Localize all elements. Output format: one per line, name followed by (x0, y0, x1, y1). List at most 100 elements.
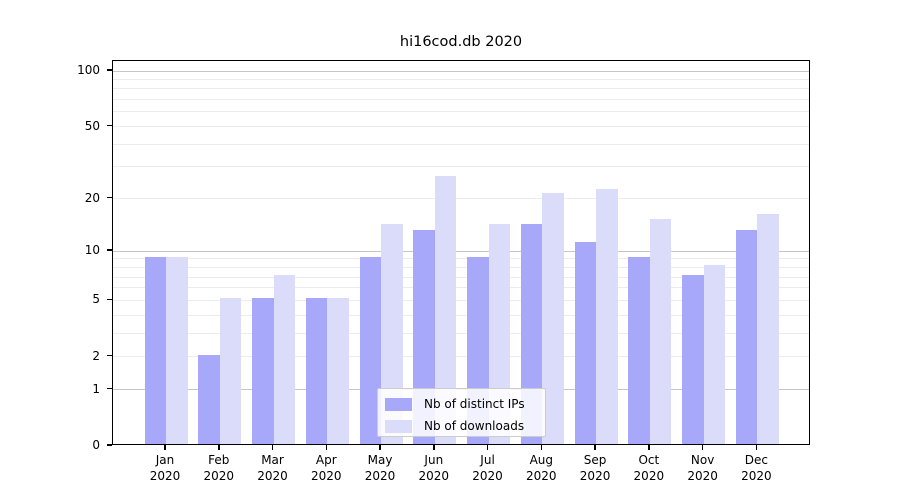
x-tick-mark (325, 445, 328, 450)
x-tick-label: Jan 2020 (137, 452, 193, 484)
x-tick-mark (486, 445, 489, 450)
legend-item-downloads: Nb of downloads (385, 416, 524, 436)
x-tick-month: Nov (690, 453, 715, 467)
plot-area (112, 60, 810, 445)
x-tick-label: Sep 2020 (567, 452, 623, 484)
minor-gridline (113, 78, 809, 80)
minor-gridline (113, 143, 809, 145)
minor-gridline (113, 299, 809, 301)
minor-gridline (113, 126, 809, 128)
legend-swatch-distinct-ips (385, 397, 412, 411)
minor-gridline (113, 166, 809, 168)
x-tick-year: 2020 (526, 469, 557, 483)
y-tick-mark (107, 196, 112, 199)
bar-nov-ips (682, 275, 704, 444)
y-tick-label: 2 (92, 348, 100, 363)
x-tick-label: Aug 2020 (513, 452, 569, 484)
major-gridline (113, 250, 809, 252)
legend: Nb of distinct IPs Nb of downloads (377, 388, 546, 437)
y-tick-label: 5 (92, 292, 100, 307)
x-tick-label: Jul 2020 (460, 452, 516, 484)
y-tick-label: 0 (92, 438, 100, 452)
y-tick-label: 50 (84, 118, 100, 133)
minor-gridline (113, 287, 809, 289)
minor-gridline (113, 258, 809, 260)
bar-dec-downloads (757, 213, 779, 444)
bar-mar-ips (252, 298, 274, 444)
bar-apr-ips (305, 298, 328, 444)
x-tick-mark (271, 445, 274, 450)
y-tick-mark (107, 444, 112, 446)
minor-gridline (113, 356, 809, 358)
bar-feb-downloads (219, 298, 242, 444)
legend-item-distinct-ips: Nb of distinct IPs (385, 394, 525, 414)
x-tick-label: Mar 2020 (245, 452, 301, 484)
x-tick-year: 2020 (364, 469, 396, 483)
bar-oct-downloads (649, 218, 672, 444)
x-tick-year: 2020 (310, 469, 342, 483)
bar-jan-ips (144, 256, 166, 444)
bar-jun-downloads (434, 176, 457, 444)
x-tick-month: May (367, 453, 393, 467)
x-tick-mark (701, 445, 704, 450)
bar-sep-ips (574, 242, 597, 444)
minor-gridline (113, 198, 809, 200)
x-tick-label: Apr 2020 (298, 452, 354, 484)
minor-gridline (113, 88, 809, 90)
bar-nov-downloads (703, 265, 726, 444)
x-tick-year: 2020 (418, 469, 450, 483)
y-tick-mark (107, 354, 112, 357)
minor-gridline (113, 111, 809, 113)
bar-sep-downloads (596, 189, 618, 444)
x-tick-mark (648, 445, 650, 450)
bar-oct-ips (628, 256, 650, 444)
x-tick-label: Jun 2020 (406, 452, 462, 484)
legend-swatch-downloads (385, 419, 412, 433)
minor-gridline (113, 99, 809, 101)
y-tick-mark (107, 124, 112, 127)
x-tick-month: Dec (744, 453, 768, 467)
y-tick-label: 20 (84, 190, 100, 205)
minor-gridline (113, 266, 809, 268)
bar-mar-downloads (273, 275, 296, 444)
x-tick-month: Jan (155, 453, 175, 467)
x-tick-label: Dec 2020 (728, 452, 784, 484)
x-tick-month: Jul (480, 453, 495, 467)
x-tick-month: Aug (529, 453, 554, 467)
minor-gridline (113, 276, 809, 278)
x-tick-month: Apr (315, 453, 337, 467)
y-tick-mark (107, 69, 112, 71)
bar-aug-downloads (542, 192, 564, 444)
legend-label-downloads: Nb of downloads (424, 419, 525, 433)
minor-gridline (113, 332, 809, 334)
y-tick-mark (107, 298, 112, 301)
y-tick-label: 10 (84, 243, 100, 258)
y-tick-mark (107, 249, 112, 251)
bar-jan-downloads (166, 256, 188, 444)
x-tick-year: 2020 (741, 469, 772, 483)
bar-may-ips (359, 256, 382, 444)
minor-gridline (113, 314, 809, 316)
x-tick-year: 2020 (472, 469, 503, 483)
x-tick-year: 2020 (257, 469, 288, 483)
x-tick-mark (379, 445, 381, 450)
bar-feb-ips (198, 354, 220, 444)
x-tick-mark (433, 445, 435, 450)
chart-title: hi16cod.db 2020 (399, 34, 523, 50)
x-tick-label: Oct 2020 (621, 452, 677, 484)
x-tick-label: Feb 2020 (191, 452, 247, 484)
major-gridline (113, 70, 809, 72)
x-tick-month: Oct (638, 453, 660, 467)
x-tick-month: Feb (208, 453, 230, 467)
x-tick-mark (540, 445, 543, 450)
x-tick-label: Nov 2020 (675, 452, 731, 484)
x-tick-month: Jun (424, 453, 444, 467)
x-tick-mark (164, 445, 166, 450)
x-tick-year: 2020 (149, 469, 181, 483)
x-tick-year: 2020 (579, 469, 611, 483)
bar-apr-downloads (327, 298, 349, 444)
legend-label-distinct-ips: Nb of distinct IPs (424, 397, 525, 411)
x-tick-month: Mar (261, 453, 284, 467)
y-tick-label: 100 (77, 63, 100, 77)
y-tick-label: 1 (92, 381, 100, 396)
